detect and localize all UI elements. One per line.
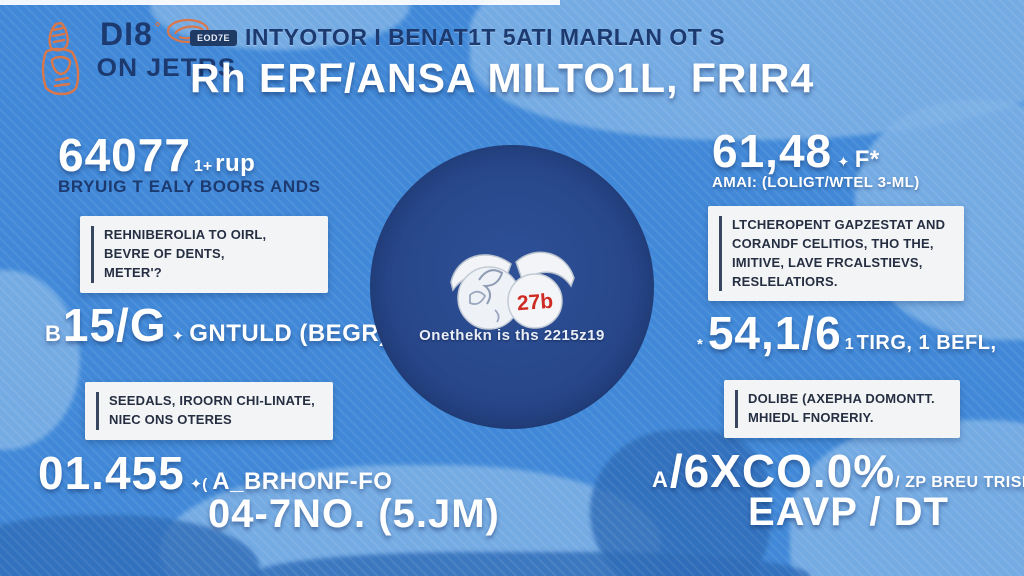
stat-value: 54,1/6 (707, 307, 842, 359)
info-line: BEVRE OF DENTS, (104, 245, 225, 261)
circle-caption: Onethekn is ths 2215z19 (419, 327, 605, 344)
stat-value: 61,48 (712, 125, 833, 177)
left-stat-3-line2: 04-7NO. (5.JM) (208, 492, 500, 536)
logo: DI8 ° ON JETRS (36, 16, 236, 100)
logo-mark: ° (154, 19, 162, 35)
right-stat-3: A /6XCO.0% / ZP BREU TRISES (652, 444, 1024, 498)
left-stat-1-label: BRYUIG T EALY BOORS ANDS (58, 177, 321, 196)
stat-unit: rup (215, 150, 256, 177)
left-info-box-1: REHNIBEROLIA TO OIRL, BEVRE OF DENTS, ME… (80, 216, 328, 293)
info-line: SEEDALS, IROORN CHI-LINATE, (109, 393, 315, 408)
info-line: RESLELATIORS. (732, 273, 838, 289)
right-stat-3-line2: EAVP / DT (748, 490, 949, 534)
title-line-2: Rh ERF/ANSA MILTO1L, FRIR4 (190, 55, 815, 101)
title-badge: EOD7E (190, 29, 238, 46)
info-line: IMITIVE, LAVE FRCALSTIEVS, (732, 254, 923, 270)
info-line: LTCHEROPENT GAPZESTAT AND (732, 217, 946, 232)
right-info-box-2: DOLIBE (AXEPHA DOMONTT. MHIEDL FNORERIY. (724, 380, 960, 438)
stat-value: 15/G (62, 299, 167, 351)
logo-text: DI8 ° ON JETRS (97, 16, 236, 81)
left-info-box-2: SEEDALS, IROORN CHI-LINATE, NIEC ONS OTE… (85, 382, 333, 440)
stat-sub: 1 (844, 336, 854, 353)
info-line: METER'? (104, 264, 162, 280)
stat-unit: GNTULD (BEGR) (189, 320, 388, 347)
map-region-shape (590, 430, 770, 576)
title-line-1: INTYOTOR I BENAT1T 5ATI MARLAN OT S (245, 24, 726, 50)
stat-unit: TIRG, 1 BEFL, (856, 332, 997, 354)
right-stat-1-label: AMAI: (LOLIGT/WTEL 3-ML) (712, 174, 920, 191)
stat-value: 01.455 (38, 447, 185, 499)
center-circle: 27b Onethekn is ths 2215z19 (370, 145, 654, 429)
sparkle-icon: ✦ (171, 328, 185, 345)
left-stat-2: B 15/G ✦ GNTULD (BEGR) (45, 298, 388, 352)
right-stat-2: * 54,1/6 1 TIRG, 1 BEFL, (692, 306, 997, 360)
left-stat-3: 01.455 ✦( A_BRHONF-FO (38, 446, 392, 500)
stat-prefix: * (697, 336, 703, 353)
top-edge-strip (0, 0, 560, 5)
left-stat-1: 64077 1+ rup (58, 128, 255, 182)
info-line: MHIEDL FNORERIY. (748, 409, 874, 425)
logo-line2-label: ON JETRS (96, 54, 237, 82)
sparkle-icon: ✦( (189, 476, 208, 493)
stat-value: /6XCO.0% (669, 445, 896, 497)
logo-line1-label: DI8 (100, 16, 153, 52)
emblem-number: 27b (516, 290, 554, 315)
title-block: EOD7E INTYOTOR I BENAT1T 5ATI MARLAN OT … (190, 24, 814, 102)
sparkle-icon: ✦ (837, 154, 850, 171)
info-line: CORANDF CELITIOS, THO THE, (732, 235, 934, 251)
stat-unit: F* (854, 146, 880, 173)
stat-sub: 1+ (193, 158, 213, 175)
right-info-box-1: LTCHEROPENT GAPZESTAT AND CORANDF CELITI… (708, 206, 964, 302)
winged-emblem-icon: 27b (450, 251, 575, 330)
hand-drawn-totem-icon (41, 21, 80, 96)
stat-unit: / ZP BREU TRISES (895, 474, 1024, 491)
info-line: NIEC ONS OTERES (109, 411, 232, 427)
stat-value: 64077 (58, 129, 191, 181)
info-line: DOLIBE (AXEPHA DOMONTT. (748, 391, 935, 406)
stat-prefix: A (652, 467, 668, 492)
right-stat-1: 61,48 ✦ F* (712, 124, 880, 178)
stat-prefix: B (45, 321, 61, 346)
info-line: REHNIBEROLIA TO OIRL, (104, 227, 267, 242)
stat-unit: A_BRHONF-FO (212, 468, 393, 495)
